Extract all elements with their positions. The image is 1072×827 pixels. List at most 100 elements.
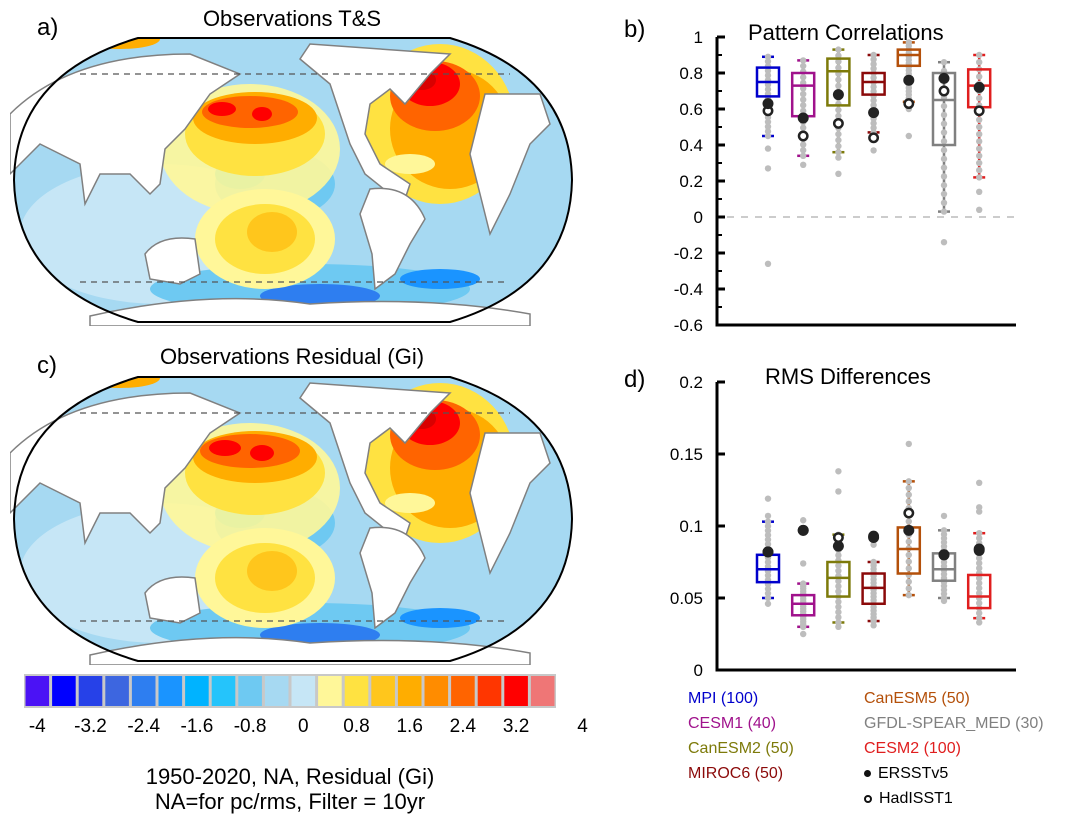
- colorbar-swatch: [25, 676, 50, 706]
- ensemble-member-point: [764, 540, 772, 548]
- y-tick-label: 0.8: [679, 64, 703, 83]
- ensemble-member-point: [764, 594, 772, 602]
- ensemble-member-point: [976, 564, 983, 572]
- outlier-point: [835, 623, 842, 630]
- box-mpi: [755, 53, 781, 267]
- ensemble-member-point: [905, 565, 912, 572]
- box-miroc6: [861, 51, 886, 154]
- ersstv5-marker: [938, 72, 950, 84]
- hadisst1-marker: [868, 132, 880, 144]
- ensemble-member-point: [835, 588, 842, 595]
- ensemble-member-point: [905, 551, 912, 559]
- ensemble-member-point: [835, 46, 842, 53]
- ensemble-member-point: [870, 83, 877, 91]
- ersstv5-marker: [868, 107, 880, 119]
- ensemble-member-point: [764, 536, 772, 543]
- ensemble-member-point: [976, 73, 983, 80]
- box-gfdl-spear-med: [931, 59, 957, 246]
- ensemble-member-point: [976, 174, 983, 181]
- ensemble-member-point: [835, 58, 842, 65]
- ensemble-member-point: [976, 95, 983, 102]
- colorbar-tick-label: 0.8: [343, 716, 370, 737]
- panel-b-label: b): [624, 16, 646, 43]
- colorbar-swatch: [371, 676, 395, 706]
- pattern-correlations-chart: 1 0.8 0.6 0.4 0.2 0 -0.2 -0.4 -0.6: [674, 28, 1016, 335]
- outlier-point: [905, 132, 912, 140]
- caption-line-2: NA=for pc/rms, Filter = 10yr: [154, 789, 426, 814]
- map-c-frame: [12, 376, 574, 662]
- outlier-point: [940, 239, 948, 246]
- outlier-point: [800, 517, 807, 524]
- legend-item-mpi: MPI (100): [688, 690, 759, 707]
- filled-circle-icon: [864, 770, 871, 778]
- outlier-point: [976, 188, 983, 195]
- ensemble-member-point: [835, 598, 842, 606]
- outlier-point: [800, 560, 807, 567]
- ensemble-member-point: [940, 146, 948, 154]
- ensemble-member-point: [835, 583, 842, 590]
- ensemble-member-point: [940, 527, 948, 534]
- ensemble-member-point: [800, 146, 807, 154]
- ensemble-member-point: [764, 590, 772, 597]
- map-a: [10, 37, 574, 326]
- outlier-point: [800, 630, 807, 638]
- panel-c-title: Observations Residual (Gi): [159, 344, 425, 369]
- outlier-point: [976, 206, 983, 213]
- outlier-point: [764, 165, 772, 172]
- map-a-frame: [12, 37, 574, 323]
- ensemble-member-point: [800, 141, 807, 148]
- ensemble-member-point: [764, 522, 772, 530]
- ensemble-member-point: [905, 518, 912, 525]
- ensemble-member-point: [940, 138, 948, 145]
- ensemble-member-point: [905, 491, 912, 498]
- ensemble-member-point: [940, 129, 948, 136]
- colorbar-swatch: [424, 676, 449, 706]
- colorbar-swatch: [291, 676, 316, 706]
- ensemble-member-point: [976, 609, 983, 617]
- colorbar-swatch: [52, 676, 76, 706]
- ensemble-member-point: [835, 112, 842, 120]
- ensemble-member-point: [835, 76, 842, 83]
- ersstv5-marker: [938, 549, 950, 561]
- ensemble-member-point: [940, 120, 948, 127]
- ersstv5-marker: [832, 540, 844, 552]
- ersstv5-marker: [973, 543, 985, 555]
- outlier-point: [870, 622, 877, 629]
- outlier-point: [905, 440, 912, 448]
- hadisst1-marker: [903, 507, 915, 519]
- ersstv5-marker: [762, 98, 774, 110]
- legend-item-hadisst1: HadISST1: [864, 790, 953, 808]
- colorbar-swatch: [504, 676, 528, 706]
- box-canesm2: [826, 46, 851, 177]
- y-tick-label: 0: [694, 208, 703, 227]
- ensemble-member-point: [976, 131, 983, 138]
- ensemble-member-point: [835, 130, 842, 138]
- colorbar-swatch: [264, 676, 289, 706]
- colorbar-swatch: [397, 676, 422, 706]
- iqr-box: [826, 57, 851, 107]
- ensemble-member-point: [976, 145, 983, 152]
- ensemble-member-point: [905, 558, 912, 565]
- colorbar: [24, 674, 556, 708]
- map-a-land: [10, 43, 551, 326]
- legend-item-canesm2: CanESM2 (50): [688, 740, 794, 757]
- ensemble-member-point: [905, 39, 912, 46]
- box-canesm5: [896, 39, 922, 140]
- ensemble-member-point: [800, 62, 807, 70]
- ensemble-member-point: [835, 603, 842, 611]
- ensemble-member-point: [800, 96, 807, 103]
- ersstv5-marker: [797, 524, 809, 536]
- ensemble-member-point: [976, 530, 983, 537]
- legend-item-ersstv5: ERSSTv5: [864, 765, 948, 783]
- colorbar-tick-label: 1.6: [396, 716, 423, 737]
- ensemble-member-point: [835, 52, 842, 59]
- legend-item-gfdl-spear_med: GFDL-SPEAR_MED (30): [864, 715, 1044, 732]
- ensemble-member-point: [976, 152, 983, 159]
- ensemble-member-point: [764, 72, 772, 79]
- ensemble-member-point: [835, 577, 842, 585]
- ensemble-member-point: [976, 159, 983, 167]
- ensemble-member-point: [870, 120, 877, 127]
- ersstv5-marker: [868, 532, 880, 544]
- ensemble-member-point: [800, 152, 807, 159]
- panel-c-label: c): [37, 352, 57, 379]
